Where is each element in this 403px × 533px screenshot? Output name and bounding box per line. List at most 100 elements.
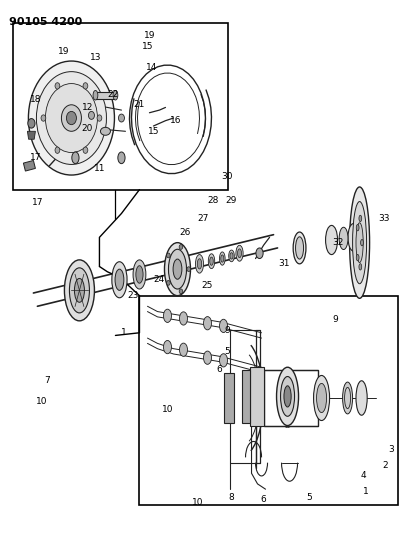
Ellipse shape xyxy=(256,248,263,259)
Ellipse shape xyxy=(221,255,224,262)
Ellipse shape xyxy=(115,269,124,290)
Ellipse shape xyxy=(204,317,212,330)
Ellipse shape xyxy=(326,225,338,255)
Ellipse shape xyxy=(229,250,234,262)
Text: 5: 5 xyxy=(224,347,231,356)
Text: 25: 25 xyxy=(202,280,213,289)
Ellipse shape xyxy=(293,232,306,264)
Ellipse shape xyxy=(164,243,191,296)
Polygon shape xyxy=(241,370,249,423)
Ellipse shape xyxy=(28,61,114,175)
Ellipse shape xyxy=(204,351,212,365)
Text: 6: 6 xyxy=(217,366,222,374)
Ellipse shape xyxy=(359,264,362,270)
Ellipse shape xyxy=(166,253,170,258)
Text: 29: 29 xyxy=(226,196,237,205)
Ellipse shape xyxy=(210,257,213,265)
Ellipse shape xyxy=(66,111,77,125)
Ellipse shape xyxy=(317,383,326,413)
Ellipse shape xyxy=(220,252,225,265)
Ellipse shape xyxy=(118,114,125,122)
Text: 6: 6 xyxy=(261,495,266,504)
Ellipse shape xyxy=(100,127,110,135)
Ellipse shape xyxy=(237,249,241,257)
Ellipse shape xyxy=(179,312,187,325)
Text: 18: 18 xyxy=(30,95,41,104)
Text: 26: 26 xyxy=(180,228,191,237)
Ellipse shape xyxy=(72,152,79,164)
Ellipse shape xyxy=(195,255,204,273)
Text: 9: 9 xyxy=(333,315,339,324)
Ellipse shape xyxy=(61,105,81,131)
Text: 11: 11 xyxy=(93,164,105,173)
Ellipse shape xyxy=(112,262,127,298)
Ellipse shape xyxy=(136,266,143,283)
Ellipse shape xyxy=(280,376,295,416)
Polygon shape xyxy=(23,160,35,171)
Text: 15: 15 xyxy=(142,42,153,51)
Ellipse shape xyxy=(55,83,60,89)
Bar xyxy=(13,22,228,190)
Text: 10: 10 xyxy=(192,498,203,507)
Text: 90105 4200: 90105 4200 xyxy=(9,17,83,27)
Text: 15: 15 xyxy=(148,127,159,136)
Ellipse shape xyxy=(166,280,170,285)
Text: 13: 13 xyxy=(90,53,101,62)
Text: 27: 27 xyxy=(198,214,209,223)
Text: 10: 10 xyxy=(162,405,173,414)
Ellipse shape xyxy=(83,147,88,154)
Ellipse shape xyxy=(356,224,359,231)
Ellipse shape xyxy=(356,381,367,415)
Ellipse shape xyxy=(208,254,215,269)
Bar xyxy=(96,92,115,100)
Text: 19: 19 xyxy=(144,31,155,41)
Text: 20: 20 xyxy=(82,124,93,133)
Text: 31: 31 xyxy=(278,260,289,268)
Ellipse shape xyxy=(349,187,370,298)
Polygon shape xyxy=(224,373,233,423)
Ellipse shape xyxy=(75,278,85,302)
Ellipse shape xyxy=(28,118,35,128)
Text: 28: 28 xyxy=(208,196,219,205)
Ellipse shape xyxy=(343,382,353,414)
Text: 1: 1 xyxy=(120,328,126,337)
Text: 30: 30 xyxy=(222,172,233,181)
Ellipse shape xyxy=(356,223,363,263)
Ellipse shape xyxy=(168,249,187,289)
Text: 19: 19 xyxy=(58,47,69,56)
Ellipse shape xyxy=(118,152,125,164)
Ellipse shape xyxy=(173,259,182,279)
Ellipse shape xyxy=(46,84,98,152)
Ellipse shape xyxy=(164,309,172,322)
Ellipse shape xyxy=(284,386,291,407)
Bar xyxy=(264,370,318,425)
Text: 33: 33 xyxy=(378,214,389,223)
Ellipse shape xyxy=(41,115,46,121)
Ellipse shape xyxy=(197,259,202,269)
Text: 12: 12 xyxy=(82,103,93,112)
Text: 24: 24 xyxy=(154,275,165,284)
Text: 32: 32 xyxy=(332,238,343,247)
Ellipse shape xyxy=(356,254,359,261)
Text: 14: 14 xyxy=(146,63,157,72)
Ellipse shape xyxy=(179,245,183,249)
Ellipse shape xyxy=(36,71,106,165)
Ellipse shape xyxy=(187,266,191,271)
Text: 16: 16 xyxy=(170,116,181,125)
Text: 2: 2 xyxy=(383,461,388,470)
Text: 5: 5 xyxy=(307,492,312,502)
Ellipse shape xyxy=(55,147,60,154)
Ellipse shape xyxy=(83,83,88,89)
Ellipse shape xyxy=(164,341,172,354)
Ellipse shape xyxy=(88,111,94,119)
Ellipse shape xyxy=(113,91,118,100)
Text: 17: 17 xyxy=(32,198,43,207)
Ellipse shape xyxy=(314,375,330,421)
Ellipse shape xyxy=(359,215,362,222)
Ellipse shape xyxy=(339,227,348,249)
Polygon shape xyxy=(249,367,264,425)
Ellipse shape xyxy=(179,289,183,294)
Ellipse shape xyxy=(236,245,243,261)
Text: 9: 9 xyxy=(224,326,231,335)
Ellipse shape xyxy=(276,367,299,425)
